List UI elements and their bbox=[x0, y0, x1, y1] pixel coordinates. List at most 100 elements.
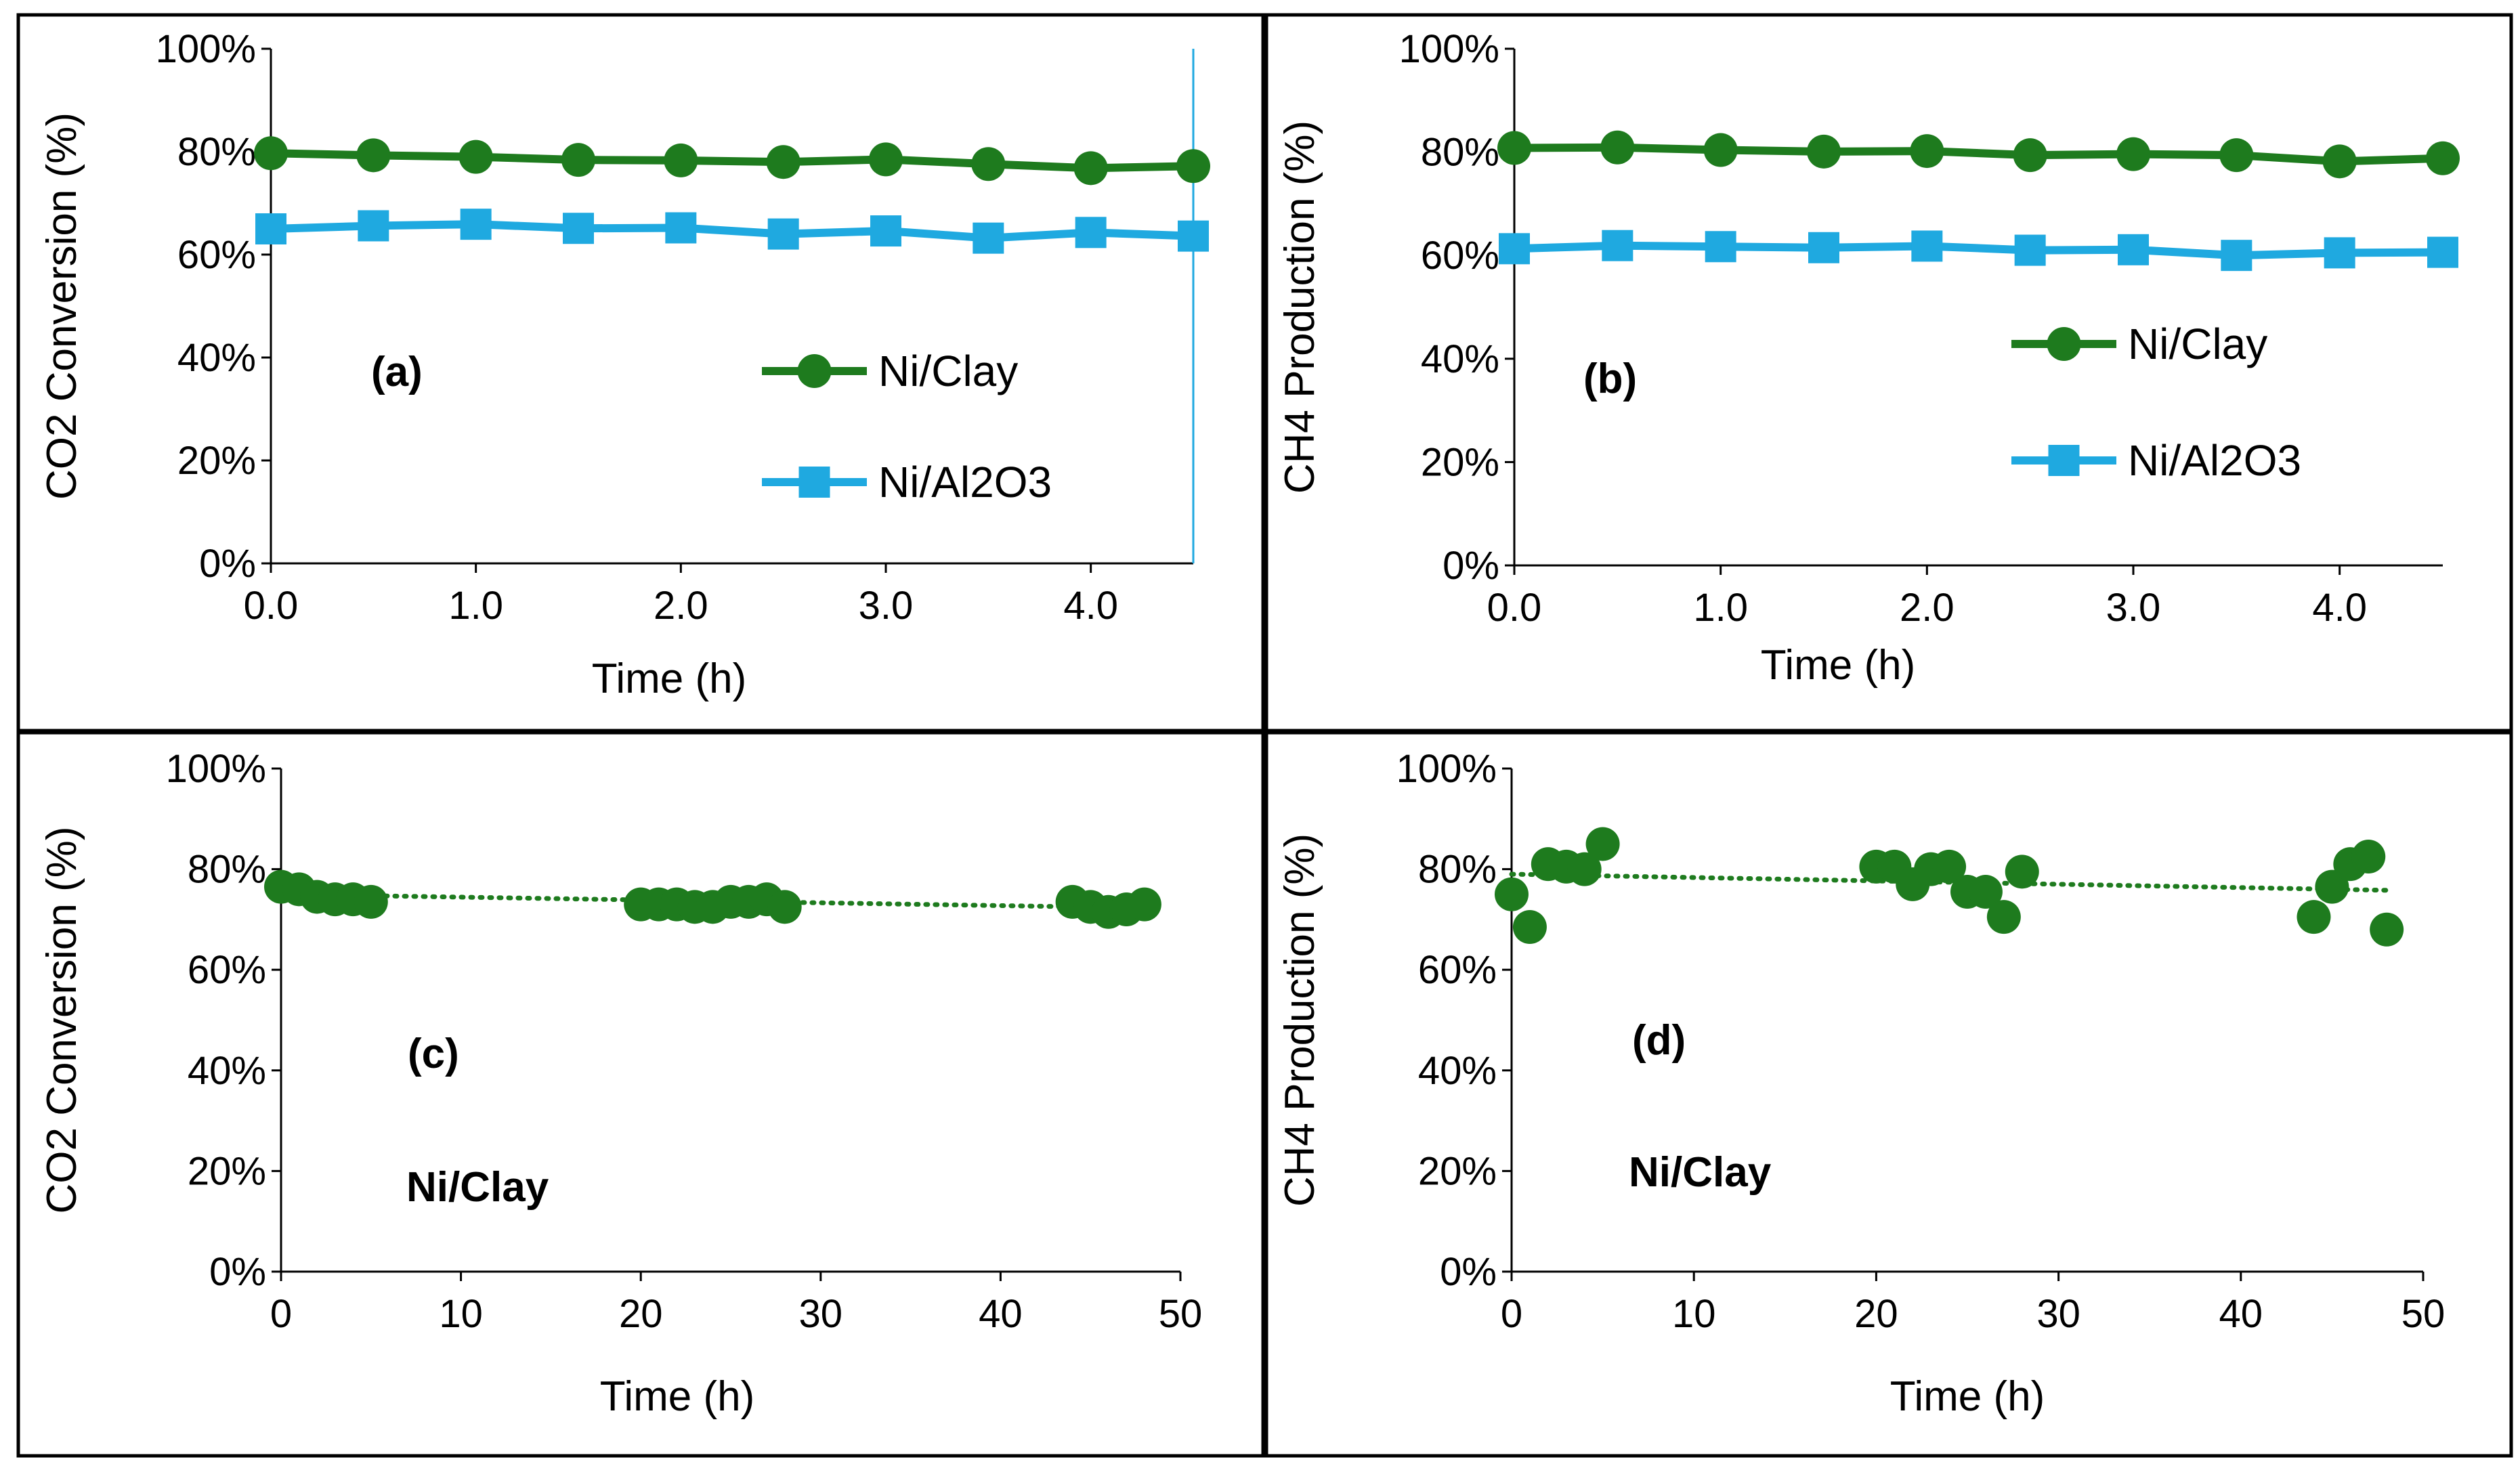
panel-frame-a bbox=[16, 13, 1265, 733]
data-point bbox=[1932, 849, 1967, 884]
data-point bbox=[1600, 130, 1635, 165]
x-tick-label: 20 bbox=[1854, 1292, 1898, 1336]
data-point bbox=[2370, 912, 2404, 947]
legend-marker bbox=[798, 467, 830, 498]
data-point bbox=[1602, 230, 1633, 261]
data-point bbox=[1499, 233, 1530, 265]
data-point bbox=[1176, 149, 1210, 184]
chart-panel-b: 0% 20% 40% 60% 80% 100% 0.0 1.0 2.0 3.0 4.0 Time (h… bbox=[1277, 27, 2460, 689]
x-tick-label: 0.0 bbox=[1487, 586, 1542, 630]
y-tick-label: 60% bbox=[188, 948, 266, 992]
data-point bbox=[2005, 855, 2039, 889]
data-point bbox=[2118, 234, 2149, 265]
data-point bbox=[254, 136, 288, 171]
data-point bbox=[1178, 220, 1209, 252]
data-point bbox=[1127, 887, 1161, 922]
data-point bbox=[356, 138, 391, 173]
data-point bbox=[255, 213, 286, 244]
chart-panel-a: 0% 20% 40% 60% 80% 100% 0.0 1.0 2.0 3.0 4.0 Time (h… bbox=[39, 27, 1210, 702]
y-tick-label: 40% bbox=[177, 336, 256, 380]
x-tick-label: 1.0 bbox=[448, 584, 503, 628]
data-point bbox=[665, 212, 697, 244]
data-point bbox=[2322, 144, 2357, 179]
series-ni-clay bbox=[1495, 827, 2404, 947]
y-tick-label: 100% bbox=[1396, 747, 1497, 791]
y-tick-label: 20% bbox=[1418, 1149, 1497, 1193]
x-tick-label: 40 bbox=[2219, 1292, 2263, 1336]
legend-entry-ni-al2o3: Ni/Al2O3 bbox=[2011, 436, 2301, 485]
y-tick-label: 80% bbox=[188, 848, 266, 892]
x-axis-title: Time (h) bbox=[592, 655, 746, 702]
data-point bbox=[973, 222, 1004, 254]
panel-label: (c) bbox=[408, 1031, 459, 1077]
data-point bbox=[2297, 900, 2331, 934]
data-point bbox=[358, 210, 389, 242]
trendline bbox=[278, 892, 1147, 911]
panel-label: (b) bbox=[1583, 355, 1637, 402]
series-line bbox=[270, 149, 1194, 173]
y-tick-label: 20% bbox=[188, 1149, 266, 1193]
legend-label: Ni/Al2O3 bbox=[2128, 436, 2301, 485]
legend-entry-ni-clay: Ni/Clay bbox=[762, 347, 1018, 395]
y-tick-label: 60% bbox=[1421, 234, 1499, 278]
y-tick-label: 20% bbox=[1421, 440, 1499, 484]
x-tick-label: 30 bbox=[2036, 1292, 2080, 1336]
legend-marker bbox=[2047, 327, 2081, 361]
y-tick-label: 0% bbox=[1440, 1250, 1497, 1294]
legend-entry-ni-clay: Ni/Clay bbox=[2011, 320, 2267, 368]
data-point bbox=[1075, 217, 1107, 249]
series-ni-clay bbox=[264, 869, 1161, 929]
x-tick-label: 40 bbox=[979, 1292, 1023, 1336]
data-point bbox=[354, 884, 388, 919]
data-point bbox=[1073, 151, 1108, 186]
x-tick-label: 4.0 bbox=[2312, 586, 2367, 630]
series-ni-al2o3 bbox=[255, 209, 1209, 254]
data-point bbox=[869, 142, 903, 177]
data-point bbox=[2315, 869, 2349, 904]
panel-frame-d bbox=[1264, 731, 2513, 1458]
x-axis-title: Time (h) bbox=[1761, 642, 1915, 689]
y-tick-label: 100% bbox=[166, 747, 266, 791]
data-point bbox=[766, 145, 800, 179]
data-point bbox=[2351, 840, 2386, 874]
data-point bbox=[664, 143, 698, 177]
data-point bbox=[2013, 138, 2047, 173]
data-point bbox=[563, 213, 594, 244]
data-point bbox=[870, 215, 901, 247]
data-point bbox=[2219, 138, 2254, 173]
panel-frame-c bbox=[16, 731, 1265, 1458]
data-point bbox=[2014, 234, 2046, 266]
y-axis-title: CH4 Production (%) bbox=[1277, 121, 1323, 494]
series-ni-al2o3 bbox=[1499, 230, 2458, 272]
data-point bbox=[1567, 852, 1602, 886]
data-point bbox=[561, 143, 595, 177]
series-line bbox=[270, 220, 1194, 242]
x-tick-label: 0 bbox=[1501, 1292, 1522, 1336]
y-tick-label: 20% bbox=[177, 439, 256, 483]
chart-panel-d: 0% 20% 40% 60% 80% 100% 0 10 20 30 40 50 Time (h) CH4… bbox=[1277, 747, 2445, 1420]
x-tick-label: 3.0 bbox=[2106, 586, 2161, 630]
legend-label: Ni/Al2O3 bbox=[878, 458, 1052, 506]
data-point bbox=[1497, 131, 1531, 165]
x-tick-label: 30 bbox=[799, 1292, 843, 1336]
series-ni-clay bbox=[1497, 130, 2460, 179]
y-axis-title: CH4 Production (%) bbox=[1277, 834, 1323, 1207]
panel-label: (a) bbox=[371, 349, 423, 395]
legend-marker bbox=[2048, 445, 2080, 476]
x-tick-label: 2.0 bbox=[1900, 586, 1955, 630]
panel-label: (d) bbox=[1632, 1017, 1686, 1064]
data-point bbox=[1968, 875, 2003, 909]
data-point bbox=[1910, 134, 1944, 169]
panel-sublabel: Ni/Clay bbox=[1629, 1149, 1772, 1196]
data-point bbox=[767, 218, 799, 250]
data-point bbox=[458, 139, 493, 174]
x-tick-label: 0 bbox=[270, 1292, 292, 1336]
y-tick-label: 100% bbox=[156, 27, 256, 71]
series-line bbox=[1514, 143, 2443, 166]
series-line bbox=[1514, 241, 2443, 260]
x-tick-label: 20 bbox=[619, 1292, 663, 1336]
y-tick-label: 40% bbox=[1421, 337, 1499, 381]
y-tick-label: 0% bbox=[1443, 544, 1499, 588]
data-point bbox=[2324, 237, 2355, 269]
data-point bbox=[1703, 133, 1738, 167]
